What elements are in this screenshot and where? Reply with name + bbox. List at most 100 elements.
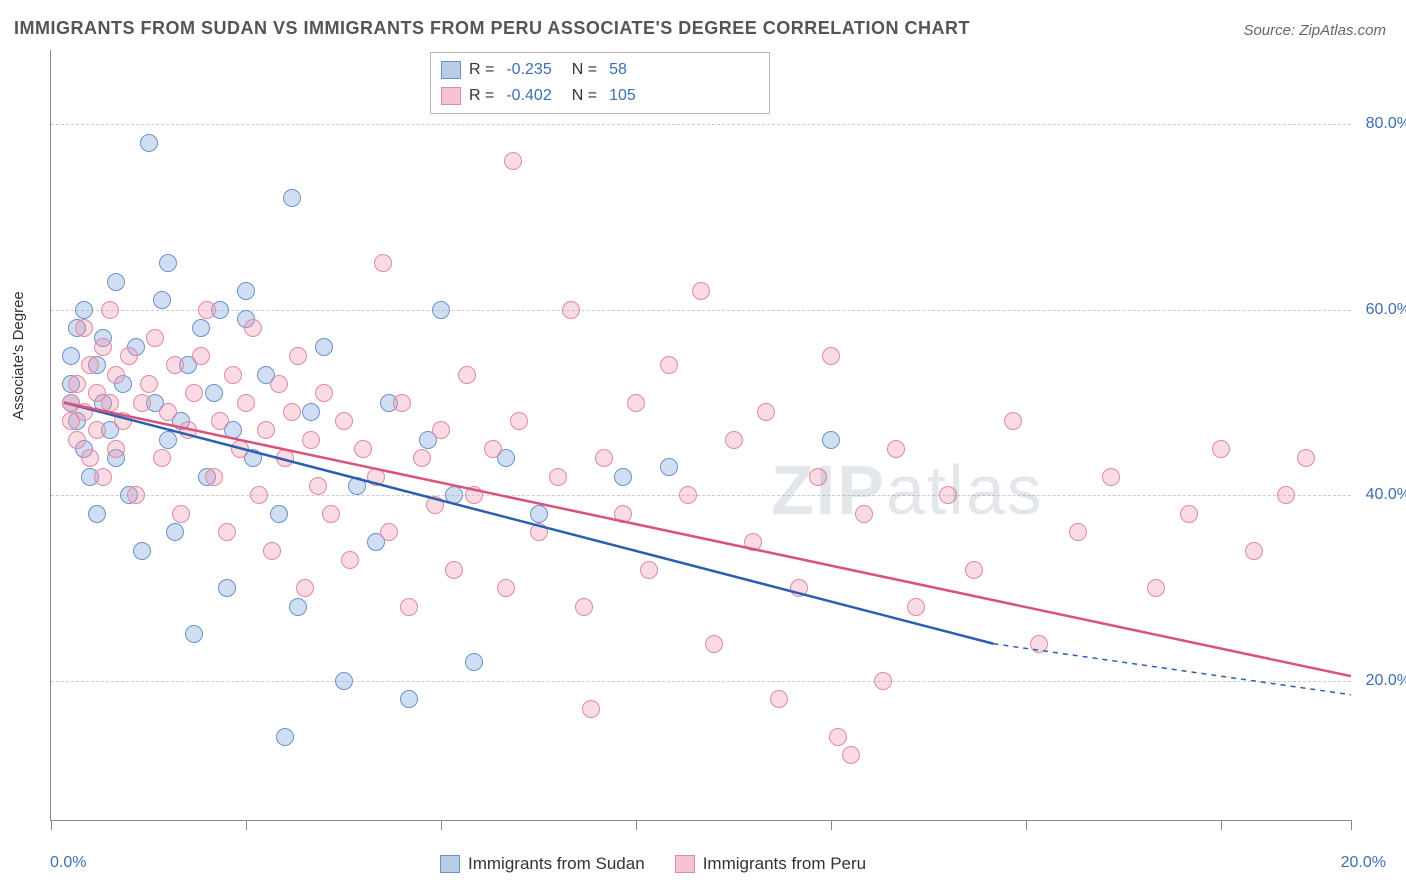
- point-peru: [939, 486, 957, 504]
- r-label: R =: [469, 61, 494, 79]
- point-peru: [133, 394, 151, 412]
- legend-stats-row-sudan: R = -0.235 N = 58: [441, 57, 759, 83]
- point-peru: [887, 440, 905, 458]
- legend-series: Immigrants from Sudan Immigrants from Pe…: [440, 854, 866, 874]
- point-peru: [101, 301, 119, 319]
- x-tick: [1221, 820, 1222, 830]
- point-peru: [1147, 579, 1165, 597]
- point-peru: [744, 533, 762, 551]
- x-tick: [441, 820, 442, 830]
- point-peru: [185, 384, 203, 402]
- point-sudan: [159, 431, 177, 449]
- point-peru: [549, 468, 567, 486]
- r-label: R =: [469, 87, 494, 105]
- point-sudan: [62, 347, 80, 365]
- plot-area: ZIPatlas 20.0%40.0%60.0%80.0%: [50, 50, 1351, 821]
- y-tick-label: 20.0%: [1366, 672, 1406, 690]
- point-peru: [757, 403, 775, 421]
- point-peru: [244, 319, 262, 337]
- point-peru: [582, 700, 600, 718]
- point-peru: [322, 505, 340, 523]
- point-sudan: [205, 384, 223, 402]
- point-peru: [822, 347, 840, 365]
- y-axis-title: Associate's Degree: [10, 291, 27, 420]
- swatch-peru: [441, 87, 461, 105]
- point-sudan: [237, 282, 255, 300]
- point-peru: [445, 561, 463, 579]
- source-label: Source: ZipAtlas.com: [1243, 22, 1386, 39]
- point-peru: [504, 152, 522, 170]
- point-peru: [770, 690, 788, 708]
- point-peru: [231, 440, 249, 458]
- x-axis-label-min: 0.0%: [50, 854, 86, 872]
- point-peru: [595, 449, 613, 467]
- point-peru: [458, 366, 476, 384]
- point-peru: [257, 421, 275, 439]
- point-sudan: [289, 598, 307, 616]
- watermark: ZIPatlas: [771, 450, 1044, 530]
- point-peru: [855, 505, 873, 523]
- point-peru: [829, 728, 847, 746]
- point-peru: [276, 449, 294, 467]
- point-peru: [198, 301, 216, 319]
- n-value-sudan: 58: [609, 61, 627, 79]
- series-name-sudan: Immigrants from Sudan: [468, 854, 645, 874]
- r-value-sudan: -0.235: [506, 61, 551, 79]
- point-sudan: [660, 458, 678, 476]
- point-peru: [575, 598, 593, 616]
- point-peru: [211, 412, 229, 430]
- point-peru: [120, 347, 138, 365]
- point-peru: [1069, 523, 1087, 541]
- x-tick: [1026, 820, 1027, 830]
- point-sudan: [445, 486, 463, 504]
- point-peru: [627, 394, 645, 412]
- point-peru: [309, 477, 327, 495]
- gridline: [51, 495, 1351, 496]
- point-sudan: [348, 477, 366, 495]
- r-value-peru: -0.402: [506, 87, 551, 105]
- point-sudan: [614, 468, 632, 486]
- legend-stats-row-peru: R = -0.402 N = 105: [441, 83, 759, 109]
- point-peru: [725, 431, 743, 449]
- y-tick-label: 80.0%: [1366, 115, 1406, 133]
- x-tick: [1351, 820, 1352, 830]
- point-peru: [497, 579, 515, 597]
- point-peru: [692, 282, 710, 300]
- point-peru: [192, 347, 210, 365]
- point-sudan: [283, 189, 301, 207]
- point-peru: [341, 551, 359, 569]
- point-peru: [413, 449, 431, 467]
- point-peru: [315, 384, 333, 402]
- series-name-peru: Immigrants from Peru: [703, 854, 866, 874]
- point-peru: [842, 746, 860, 764]
- point-peru: [562, 301, 580, 319]
- point-peru: [94, 468, 112, 486]
- point-sudan: [88, 505, 106, 523]
- x-tick: [246, 820, 247, 830]
- y-tick-label: 40.0%: [1366, 486, 1406, 504]
- point-sudan: [218, 579, 236, 597]
- point-peru: [250, 486, 268, 504]
- point-sudan: [432, 301, 450, 319]
- point-peru: [68, 431, 86, 449]
- n-label: N =: [572, 61, 597, 79]
- point-peru: [1102, 468, 1120, 486]
- point-sudan: [75, 301, 93, 319]
- y-tick-label: 60.0%: [1366, 301, 1406, 319]
- legend-stats: R = -0.235 N = 58 R = -0.402 N = 105: [430, 52, 770, 114]
- point-peru: [94, 338, 112, 356]
- gridline: [51, 681, 1351, 682]
- x-tick: [51, 820, 52, 830]
- swatch-sudan: [440, 855, 460, 873]
- point-peru: [101, 394, 119, 412]
- point-sudan: [276, 728, 294, 746]
- point-peru: [107, 366, 125, 384]
- point-sudan: [140, 134, 158, 152]
- point-peru: [809, 468, 827, 486]
- point-peru: [302, 431, 320, 449]
- point-peru: [1004, 412, 1022, 430]
- point-sudan: [159, 254, 177, 272]
- point-peru: [68, 375, 86, 393]
- point-peru: [510, 412, 528, 430]
- point-peru: [205, 468, 223, 486]
